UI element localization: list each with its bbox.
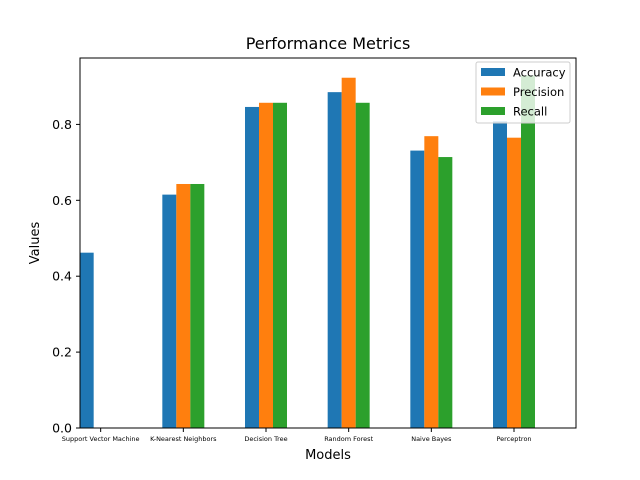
bar-accuracy-5 bbox=[493, 121, 507, 429]
x-tick-label: Support Vector Machine bbox=[62, 435, 140, 443]
y-tick-label: 0.0 bbox=[52, 421, 72, 436]
y-tick-label: 0.2 bbox=[52, 345, 72, 360]
bar-accuracy-4 bbox=[410, 150, 425, 428]
x-tick-label: Naive Bayes bbox=[411, 435, 452, 443]
bars-group bbox=[79, 75, 535, 429]
bar-accuracy-3 bbox=[327, 92, 342, 429]
y-tick-label: 0.6 bbox=[52, 193, 72, 208]
x-tick-label: K-Nearest Neighbors bbox=[150, 435, 217, 443]
legend-swatch-precision bbox=[481, 87, 505, 96]
bar-precision-2 bbox=[259, 102, 273, 428]
x-tick-label: Decision Tree bbox=[244, 435, 287, 443]
y-tick-label: 0.4 bbox=[52, 269, 72, 284]
bar-accuracy-2 bbox=[245, 106, 259, 428]
bar-precision-5 bbox=[507, 137, 521, 428]
bar-recall-4 bbox=[438, 157, 453, 429]
x-axis-ticks: Support Vector Machine K-Nearest Neighbor… bbox=[62, 428, 532, 443]
legend-swatch-accuracy bbox=[481, 68, 505, 76]
legend-label-accuracy: Accuracy bbox=[513, 66, 566, 80]
x-axis-label: Models bbox=[305, 448, 351, 463]
bar-recall-1 bbox=[190, 183, 205, 428]
bar-accuracy-0 bbox=[79, 252, 94, 428]
legend-label-recall: Recall bbox=[513, 105, 547, 119]
legend-swatch-recall bbox=[481, 107, 505, 115]
y-tick-label: 0.8 bbox=[52, 117, 72, 132]
y-axis-ticks: 0.0 0.2 0.4 0.6 0.8 bbox=[52, 117, 80, 436]
bar-precision-1 bbox=[176, 183, 191, 428]
legend-label-precision: Precision bbox=[513, 85, 564, 99]
x-tick-label: Random Forest bbox=[324, 435, 373, 443]
bar-accuracy-1 bbox=[162, 194, 177, 428]
legend: Accuracy Precision Recall bbox=[475, 61, 571, 124]
bar-recall-3 bbox=[355, 102, 370, 428]
chart-title: Performance Metrics bbox=[246, 34, 411, 53]
x-tick-label: Perceptron bbox=[496, 435, 531, 443]
y-axis-label: Values bbox=[28, 222, 43, 265]
bar-recall-5 bbox=[521, 75, 535, 429]
bar-precision-3 bbox=[341, 77, 356, 428]
bar-recall-2 bbox=[273, 102, 287, 428]
plot-frame bbox=[79, 57, 577, 429]
bar-precision-4 bbox=[424, 136, 439, 429]
